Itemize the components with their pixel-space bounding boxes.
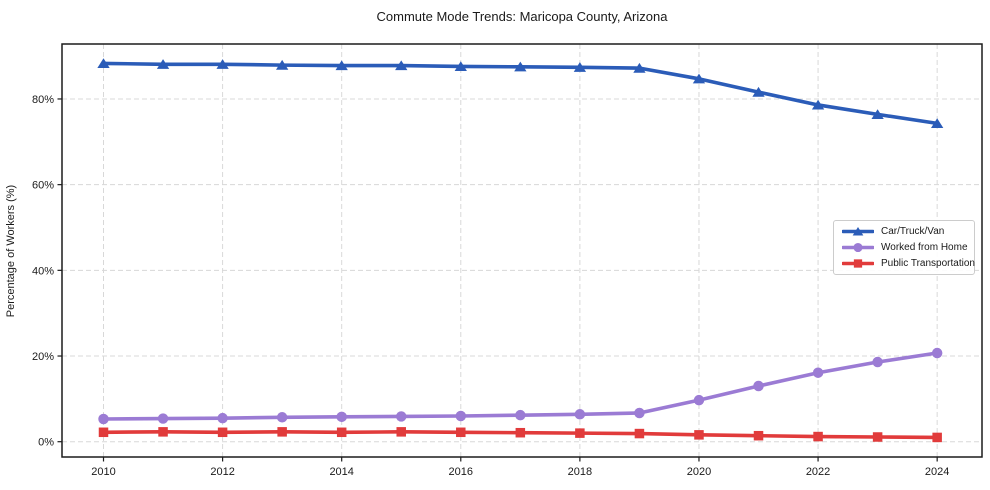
data-point-circle: [812, 367, 824, 378]
y-tick-label: 60%: [32, 180, 54, 192]
series-line-worked-from-home: [101, 351, 939, 421]
data-point-square: [853, 259, 863, 268]
data-point-square: [634, 428, 645, 439]
data-point-square: [575, 428, 585, 438]
data-point-circle: [98, 413, 109, 425]
data-point-square: [694, 430, 704, 440]
data-point-square: [872, 432, 883, 442]
x-tick-label: 2014: [329, 466, 353, 478]
data-point-triangle: [931, 118, 944, 128]
data-point-triangle: [871, 109, 884, 119]
data-point-triangle: [275, 59, 289, 70]
x-tick-label: 2016: [449, 466, 473, 478]
data-point-circle: [753, 380, 764, 392]
x-tick-label: 2010: [91, 466, 115, 478]
x-tick-label: 2022: [806, 466, 830, 478]
data-point-triangle: [156, 59, 170, 69]
data-point-triangle: [335, 60, 348, 71]
data-point-circle: [574, 409, 586, 420]
data-point-circle: [872, 356, 883, 368]
data-point-triangle: [633, 62, 646, 73]
data-point-square: [336, 427, 347, 438]
data-point-triangle: [573, 62, 587, 72]
public-transportation-legend-marker-icon: [842, 259, 874, 268]
data-point-square: [932, 432, 942, 443]
data-point-square: [396, 427, 406, 437]
data-point-triangle: [852, 226, 864, 236]
series-line-car-truck-van: [101, 61, 939, 126]
axes-frame: [61, 43, 983, 458]
data-point-square: [98, 427, 109, 438]
y-tick-label: 20%: [32, 351, 54, 363]
data-point-triangle: [514, 61, 527, 72]
data-point-circle: [336, 411, 347, 423]
data-point-square: [515, 427, 526, 438]
data-point-triangle: [395, 60, 408, 71]
data-point-triangle: [811, 99, 825, 110]
data-point-circle: [853, 242, 863, 253]
data-point-square: [456, 427, 466, 438]
legend-item-public-transportation: Public Transportation: [842, 257, 975, 270]
y-tick-label: 0%: [38, 437, 54, 449]
y-tick-label: 80%: [32, 94, 54, 106]
data-point-square: [217, 427, 228, 438]
data-point-square: [753, 430, 764, 441]
data-point-triangle: [752, 86, 765, 97]
legend-label-car-truck-van: Car/Truck/Van: [881, 226, 945, 237]
x-tick-label: 2024: [925, 466, 949, 478]
x-tick-label: 2020: [687, 466, 711, 478]
legend: Car/Truck/Van Worked from Home Public Tran…: [833, 220, 975, 275]
legend-item-car-truck-van: Car/Truck/Van: [842, 225, 974, 238]
data-point-square: [813, 431, 823, 442]
data-point-circle: [515, 409, 526, 421]
legend-item-worked-from-home: Worked from Home: [842, 241, 974, 254]
data-point-square: [158, 427, 168, 437]
data-point-circle: [455, 410, 467, 422]
data-point-triangle: [97, 58, 110, 68]
worked-from-home-legend-marker-icon: [842, 242, 874, 253]
data-point-triangle: [216, 59, 229, 69]
data-point-circle: [931, 347, 943, 359]
data-point-triangle: [454, 61, 467, 71]
data-point-square: [277, 427, 287, 437]
data-point-circle: [157, 413, 169, 424]
x-tick-label: 2012: [210, 466, 234, 478]
data-point-circle: [693, 394, 705, 406]
chart-title: Commute Mode Trends: Maricopa County, Ar…: [376, 9, 668, 24]
data-point-circle: [276, 412, 288, 423]
data-point-circle: [634, 407, 645, 419]
legend-label-public-transportation: Public Transportation: [881, 258, 975, 269]
legend-label-worked-from-home: Worked from Home: [881, 242, 968, 253]
data-point-circle: [217, 412, 228, 424]
y-tick-label: 40%: [32, 265, 54, 277]
data-point-circle: [396, 411, 407, 422]
data-point-triangle: [692, 73, 706, 84]
x-tick-label: 2018: [568, 466, 592, 478]
car-truck-van-legend-marker-icon: [842, 226, 874, 236]
